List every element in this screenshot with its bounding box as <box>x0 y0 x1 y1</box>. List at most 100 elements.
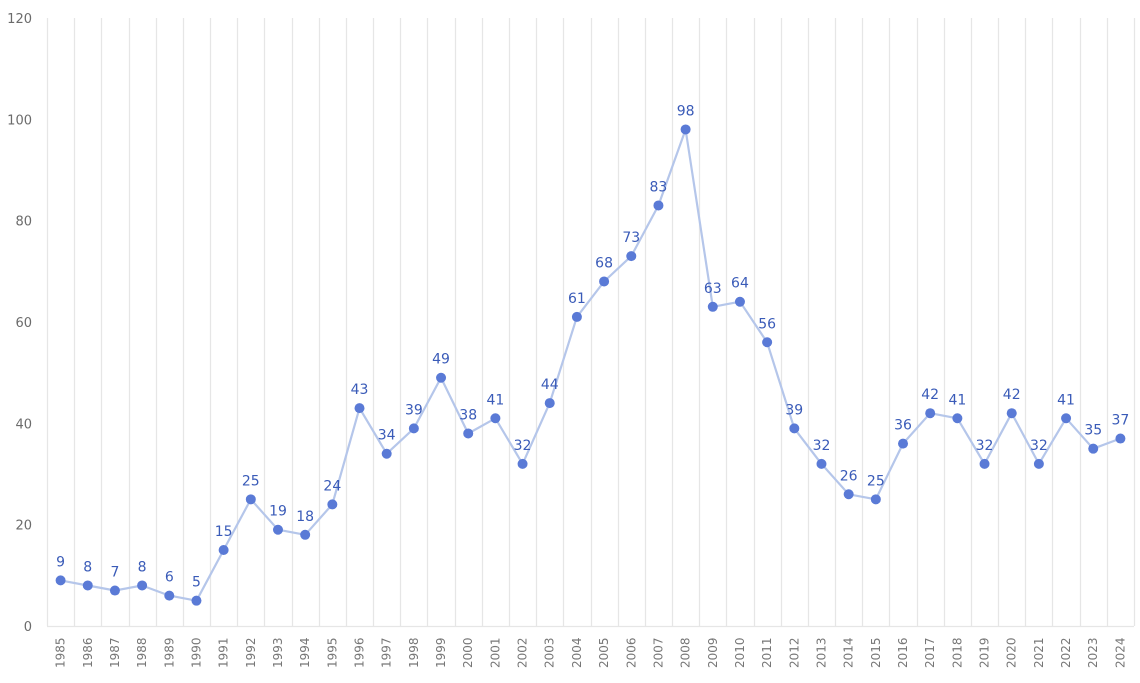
data-point[interactable] <box>707 301 718 312</box>
x-tick-label: 1989 <box>162 637 176 668</box>
x-tick-label: 2003 <box>543 637 557 668</box>
data-point[interactable] <box>517 458 528 469</box>
x-tick-label: 2001 <box>488 637 502 668</box>
data-point[interactable] <box>1033 458 1044 469</box>
data-point[interactable] <box>816 458 827 469</box>
x-tick-label: 1992 <box>244 637 258 668</box>
x-tick-label: 1985 <box>54 637 68 668</box>
data-label: 61 <box>568 291 586 307</box>
data-label: 32 <box>1030 438 1048 454</box>
data-point[interactable] <box>734 296 745 307</box>
x-tick-label: 2012 <box>787 637 801 668</box>
data-point[interactable] <box>463 428 474 439</box>
x-tick-label: 2006 <box>624 637 638 668</box>
data-point[interactable] <box>789 423 800 434</box>
data-point[interactable] <box>109 585 120 596</box>
data-label: 73 <box>622 230 640 246</box>
data-label: 5 <box>192 575 201 591</box>
data-point[interactable] <box>1115 433 1126 444</box>
data-point[interactable] <box>1088 443 1099 454</box>
y-axis: 0 20 40 60 80 100 120 <box>7 12 32 635</box>
x-tick-label: 2000 <box>461 637 475 668</box>
x-tick-label: 1999 <box>434 637 448 668</box>
data-label: 6 <box>165 570 174 586</box>
data-label: 19 <box>269 504 287 520</box>
data-point[interactable] <box>1061 413 1072 424</box>
y-tick-label: 80 <box>15 215 32 230</box>
x-axis: 1985 1986 1987 1988 1989 1990 1991 1992 1993 1994… <box>54 637 1128 668</box>
x-tick-label: 2002 <box>516 637 530 668</box>
data-point[interactable] <box>843 489 854 500</box>
data-point[interactable] <box>1006 408 1017 419</box>
x-tick-label: 2024 <box>1113 637 1127 668</box>
data-point[interactable] <box>272 524 283 535</box>
x-tick-label: 1997 <box>380 637 394 668</box>
data-label: 8 <box>83 559 92 575</box>
x-tick-label: 2007 <box>651 637 665 668</box>
data-point[interactable] <box>218 545 229 555</box>
data-point[interactable] <box>898 438 909 449</box>
data-point[interactable] <box>762 337 773 348</box>
data-point[interactable] <box>979 458 990 469</box>
data-point[interactable] <box>680 124 691 135</box>
data-point[interactable] <box>354 403 365 414</box>
y-tick-label: 100 <box>7 113 32 128</box>
data-label: 15 <box>215 524 233 540</box>
x-tick-label: 2008 <box>679 637 693 668</box>
x-tick-label: 2017 <box>923 637 937 668</box>
data-point[interactable] <box>952 413 963 424</box>
x-tick-label: 2022 <box>1059 637 1073 668</box>
data-point[interactable] <box>436 372 447 383</box>
data-label: 44 <box>541 377 559 393</box>
data-label: 18 <box>296 509 314 525</box>
data-label: 39 <box>785 402 803 418</box>
x-tick-label: 1990 <box>189 637 203 668</box>
data-point[interactable] <box>490 413 501 424</box>
data-point[interactable] <box>653 200 664 211</box>
y-tick-label: 0 <box>24 620 32 635</box>
data-point[interactable] <box>870 494 881 505</box>
y-tick-label: 60 <box>15 316 32 331</box>
data-label: 83 <box>650 179 668 195</box>
data-point[interactable] <box>245 494 256 505</box>
x-tick-label: 2004 <box>570 637 584 668</box>
data-point[interactable] <box>544 398 555 409</box>
data-label: 98 <box>677 103 695 119</box>
y-tick-label: 40 <box>15 417 32 432</box>
data-label: 35 <box>1084 423 1102 439</box>
data-point[interactable] <box>55 575 66 586</box>
data-point[interactable] <box>137 580 148 591</box>
data-point[interactable] <box>164 590 175 601</box>
data-label: 56 <box>758 316 776 332</box>
x-tick-label: 1991 <box>217 637 231 668</box>
data-point[interactable] <box>191 595 202 606</box>
data-point[interactable] <box>571 311 582 322</box>
x-tick-label: 1995 <box>325 637 339 668</box>
data-point[interactable] <box>327 499 338 510</box>
x-tick-label: 2010 <box>733 637 747 668</box>
data-point[interactable] <box>626 251 637 262</box>
data-point[interactable] <box>408 423 419 434</box>
data-label: 64 <box>731 276 749 292</box>
x-tick-label: 2023 <box>1086 637 1100 668</box>
data-point[interactable] <box>300 529 311 540</box>
data-label: 41 <box>948 392 966 408</box>
x-tick-label: 1994 <box>298 637 312 668</box>
data-label: 63 <box>704 281 722 297</box>
data-label: 25 <box>242 473 260 489</box>
x-tick-label: 2009 <box>706 637 720 668</box>
gridlines <box>46 18 1136 628</box>
data-point[interactable] <box>82 580 93 591</box>
data-point[interactable] <box>599 276 610 287</box>
x-tick-label: 2016 <box>896 637 910 668</box>
x-tick-label: 1993 <box>271 637 285 668</box>
x-tick-label: 2015 <box>869 637 883 668</box>
x-tick-label: 1987 <box>108 637 122 668</box>
x-tick-label: 2020 <box>1005 637 1019 668</box>
data-label: 41 <box>1057 392 1075 408</box>
data-point[interactable] <box>381 448 392 459</box>
data-point[interactable] <box>925 408 936 419</box>
